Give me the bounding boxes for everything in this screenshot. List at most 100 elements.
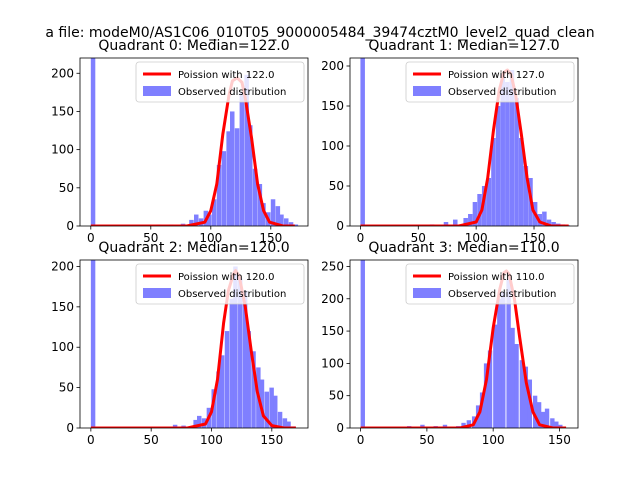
histogram-bar — [242, 290, 248, 428]
histogram-bar — [259, 379, 265, 428]
histogram-bar — [505, 82, 510, 226]
y-tick-label: 100 — [51, 340, 74, 354]
histogram-bar — [514, 344, 519, 428]
plot-frame — [349, 259, 579, 429]
histogram-bar — [453, 219, 458, 226]
histogram-bar — [238, 278, 243, 428]
histogram-bar — [420, 424, 425, 428]
histogram-bar — [551, 222, 556, 226]
histogram-bar — [443, 222, 449, 226]
panel-title: Quadrant 3: Median=110.0 — [368, 240, 559, 256]
histogram-bar — [493, 324, 498, 428]
histogram-bar — [550, 418, 555, 428]
y-tick-label: 0 — [336, 421, 344, 435]
y-tick-label: 50 — [329, 389, 344, 403]
legend-label-poisson: Poission with 110.0 — [448, 272, 544, 283]
histogram-bar — [463, 218, 468, 226]
legend-swatch-observed — [143, 288, 171, 298]
legend-box — [135, 61, 305, 103]
y-tick-label: 200 — [321, 292, 344, 306]
histogram-bar — [251, 351, 256, 428]
x-tick-label: 150 — [260, 433, 283, 447]
y-tick-label: 150 — [321, 99, 344, 113]
histogram-bars — [90, 260, 296, 428]
legend-label-poisson: Poission with 127.0 — [448, 70, 544, 81]
histogram-bar — [286, 421, 291, 428]
histogram-bar — [514, 98, 519, 226]
histogram-bar — [279, 214, 284, 226]
legend: Poission with 110.0 Observed distribution — [405, 263, 575, 305]
histogram-bar — [491, 138, 496, 226]
y-tick-label: 0 — [336, 219, 344, 233]
histogram-bar — [189, 219, 194, 226]
y-tick-label: 100 — [321, 356, 344, 370]
x-tick-label: 100 — [482, 433, 505, 447]
histogram-bar — [194, 214, 199, 226]
legend-label-observed: Observed distribution — [178, 289, 286, 300]
x-tick-label: 100 — [465, 231, 488, 245]
y-tick-label: 150 — [51, 104, 74, 118]
histogram-bar — [244, 74, 249, 226]
legend-swatch-observed — [143, 86, 171, 96]
chart-panel-1: 0 50 100 150 0 50 100 150 200 Quadrant 1: Median=… — [321, 38, 579, 245]
histogram-bar — [233, 266, 238, 428]
histogram-bar — [510, 327, 515, 428]
histogram-bar — [212, 199, 217, 226]
histogram-bar — [216, 164, 222, 226]
histogram-bar — [542, 211, 547, 226]
histogram-bar — [479, 392, 485, 428]
y-tick-label: 200 — [321, 59, 344, 73]
legend: Poission with 127.0 Observed distribution — [405, 61, 575, 103]
histogram-bar — [193, 419, 198, 428]
histogram-bar — [252, 168, 258, 226]
histogram-bar — [207, 214, 212, 226]
legend-swatch-observed — [413, 86, 441, 96]
y-tick-label: 50 — [59, 181, 74, 195]
legend: Poission with 122.0 Observed distribution — [135, 61, 305, 103]
chart-panel-3: 0 50 100 150 0 50 100 150 200 250 Quadrant 3: Medi… — [321, 240, 579, 447]
y-tick-label: 150 — [51, 300, 74, 314]
x-tick-label: 50 — [144, 433, 159, 447]
histogram-bar — [270, 199, 276, 226]
plot-frame — [349, 57, 579, 227]
legend-box — [405, 263, 575, 305]
histogram-bar — [284, 218, 289, 226]
histogram-bars — [90, 58, 299, 226]
histogram-bar — [248, 125, 253, 226]
legend-label-poisson: Poission with 120.0 — [178, 272, 274, 283]
histogram-bar — [523, 366, 529, 428]
x-tick-label: 150 — [259, 231, 282, 245]
histogram-bar — [442, 424, 448, 428]
histogram-bar — [288, 222, 294, 226]
histogram-bar — [468, 214, 473, 226]
x-tick-label: 150 — [548, 433, 571, 447]
y-tick-label: 250 — [321, 259, 344, 273]
histogram-bar — [500, 74, 505, 226]
histogram-bar — [224, 331, 230, 428]
legend-swatch-observed — [413, 288, 441, 298]
histogram-bar — [221, 151, 227, 226]
histogram-bar — [229, 298, 235, 428]
legend-label-observed: Observed distribution — [178, 87, 286, 98]
panel-title: Quadrant 0: Median=122.0 — [98, 38, 289, 54]
histogram-bar — [197, 415, 202, 428]
histogram-bar — [477, 194, 482, 226]
y-tick-label: 200 — [51, 66, 74, 80]
histogram-bar — [230, 111, 235, 226]
legend-label-observed: Observed distribution — [448, 289, 556, 300]
histogram-bar — [226, 131, 231, 226]
histogram-bar — [219, 355, 225, 428]
histogram-bar — [216, 371, 221, 428]
histogram-bar — [461, 422, 466, 428]
y-tick-label: 50 — [59, 381, 74, 395]
x-tick-label: 100 — [200, 433, 223, 447]
histogram-bar — [257, 184, 263, 226]
figure-title: a file: modeM0/AS1C06_010T05_9000005484_… — [45, 25, 594, 41]
histogram-bar — [234, 128, 240, 226]
y-tick-label: 100 — [51, 143, 74, 157]
y-tick-label: 100 — [321, 139, 344, 153]
histogram-bar — [497, 298, 502, 428]
histogram-bar — [483, 363, 489, 428]
x-tick-label: 0 — [87, 433, 95, 447]
